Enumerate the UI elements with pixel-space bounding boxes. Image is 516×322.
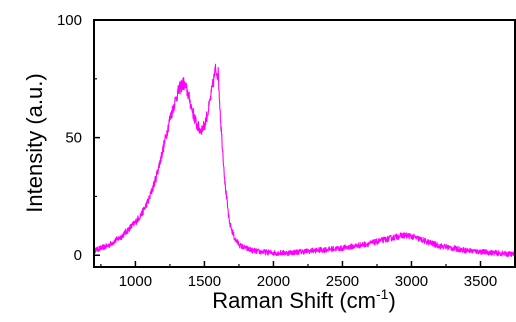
x-axis-title-main: Raman Shift (cm [212,288,376,313]
x-tick-label-3000: 3000 [395,273,428,290]
x-tick-label-1000: 1000 [119,273,152,290]
tick-label-layer: 1000 1500 2000 2500 3000 3500 0 50 100 [57,12,497,290]
series-line-0 [93,63,516,258]
x-axis-title-close: ) [388,288,395,313]
y-tick-label-100: 100 [57,12,82,29]
plot-frame [93,19,516,268]
y-tick-label-0: 0 [74,247,82,264]
series-layer [93,63,516,258]
x-tick-label-1500: 1500 [188,273,221,290]
ticks-layer [94,19,482,267]
x-tick-label-2000: 2000 [257,273,290,290]
x-axis-title: Raman Shift (cm-1) [212,286,396,313]
x-axis-title-superscript: -1 [376,286,389,302]
y-tick-label-50: 50 [65,130,82,147]
x-tick-label-3500: 3500 [464,273,497,290]
y-axis-title: Intensity (a.u.) [22,73,47,212]
x-tick-label-2500: 2500 [326,273,359,290]
